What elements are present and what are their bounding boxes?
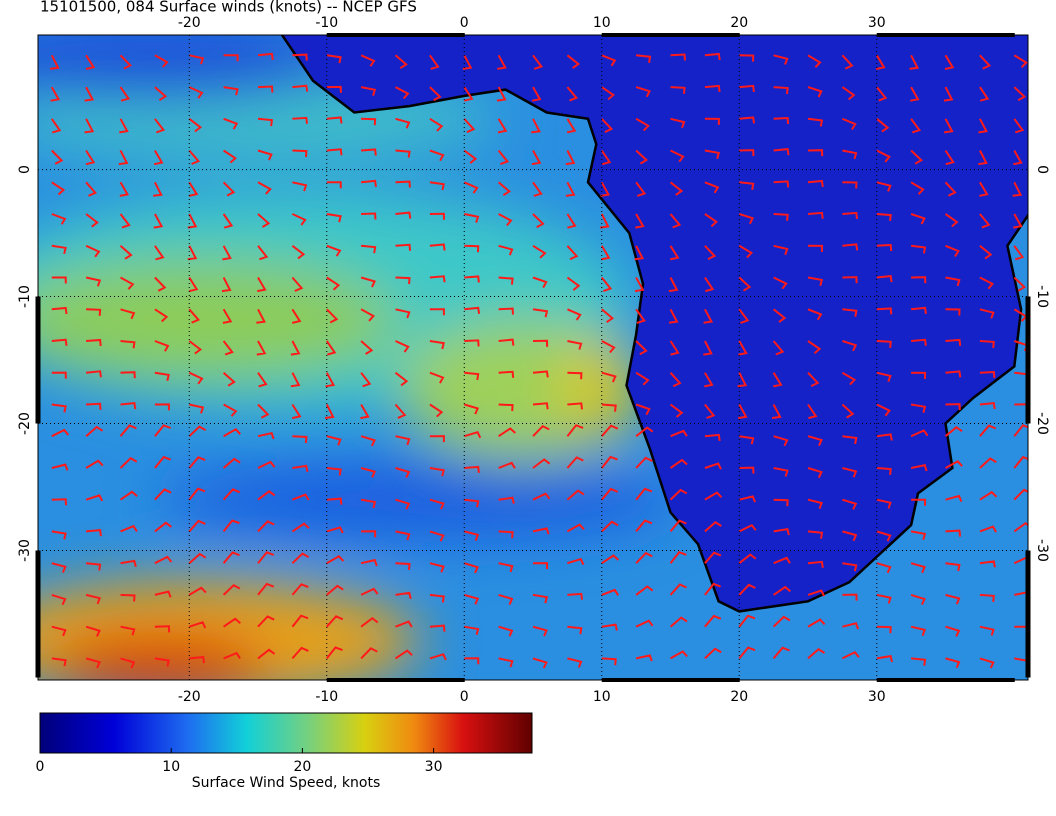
colorbar-tick-label: 0 bbox=[36, 759, 45, 775]
lat-label-left: -30 bbox=[17, 539, 33, 562]
lat-label-left: -10 bbox=[17, 285, 33, 308]
land bbox=[280, 35, 1028, 613]
colorbar-label: Surface Wind Speed, knots bbox=[192, 775, 381, 791]
lat-label-left: -20 bbox=[17, 412, 33, 435]
lon-label-top: -10 bbox=[315, 15, 338, 31]
lat-label-right: -10 bbox=[1034, 285, 1050, 308]
lon-label-top: 10 bbox=[593, 15, 611, 31]
lon-label-bottom: 10 bbox=[593, 689, 611, 705]
colorbar-tick-label: 30 bbox=[425, 759, 443, 775]
lon-label-top: 20 bbox=[730, 15, 748, 31]
title: 15101500, 084 Surface winds (knots) -- N… bbox=[40, 0, 417, 16]
lon-label-bottom: 30 bbox=[868, 689, 886, 705]
lon-label-top: -20 bbox=[178, 15, 201, 31]
lon-label-top: 0 bbox=[460, 15, 469, 31]
lon-label-top: 30 bbox=[868, 15, 886, 31]
lon-label-bottom: 20 bbox=[730, 689, 748, 705]
lat-label-left: 0 bbox=[17, 165, 33, 174]
colorbar-tick-label: 10 bbox=[162, 759, 180, 775]
lon-label-bottom: -20 bbox=[178, 689, 201, 705]
wind-barbs bbox=[49, 52, 1028, 669]
lon-label-bottom: -10 bbox=[315, 689, 338, 705]
lon-label-bottom: 0 bbox=[460, 689, 469, 705]
colorbar bbox=[39, 712, 533, 754]
lat-label-right: -20 bbox=[1034, 412, 1050, 435]
lat-label-right: 0 bbox=[1034, 165, 1050, 174]
colorbar-tick-label: 20 bbox=[293, 759, 311, 775]
lat-label-right: -30 bbox=[1034, 539, 1050, 562]
wind-field bbox=[38, 35, 1028, 680]
